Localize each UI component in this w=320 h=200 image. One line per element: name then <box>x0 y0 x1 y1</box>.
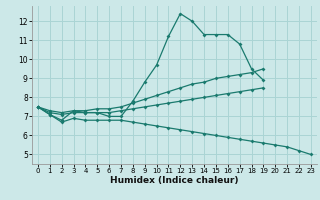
X-axis label: Humidex (Indice chaleur): Humidex (Indice chaleur) <box>110 176 239 185</box>
